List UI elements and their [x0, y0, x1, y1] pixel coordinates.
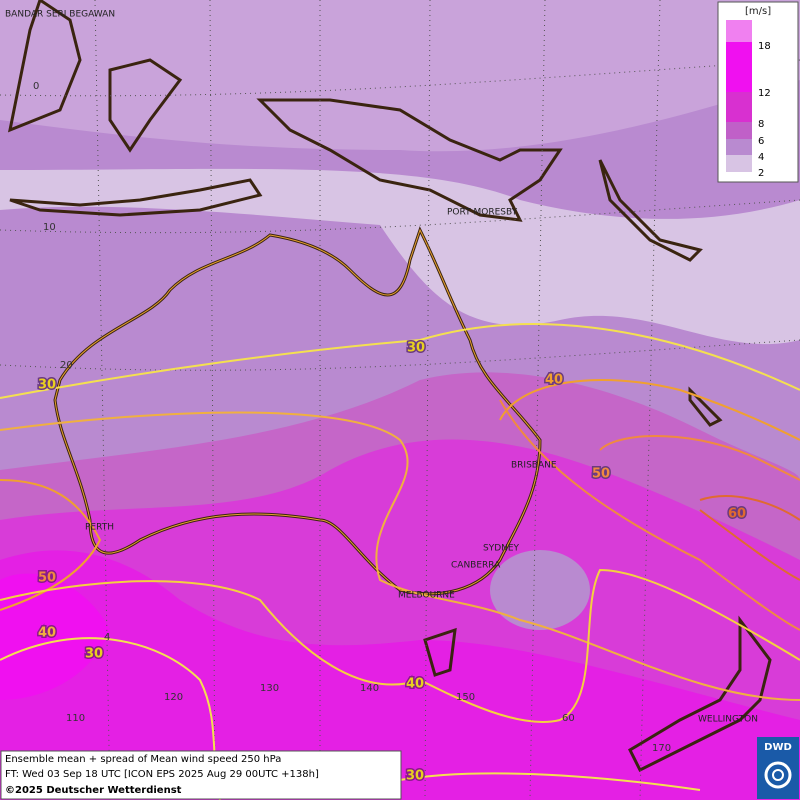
city-label: CANBERRA: [451, 561, 501, 571]
legend-tick: 12: [758, 88, 771, 99]
logo: DWD: [757, 737, 799, 799]
footer-line: ©2025 Deutscher Wetterdienst: [5, 785, 182, 796]
legend-tick: 8: [758, 119, 764, 130]
grid-label: 120: [164, 692, 183, 703]
contour-label: 40: [38, 626, 56, 641]
grid-label: 60: [562, 713, 575, 724]
grid-label: 0: [33, 81, 39, 92]
coastlines: [7, 0, 772, 773]
contour-label: 30: [85, 647, 103, 662]
footer-line: Ensemble mean + spread of Mean wind spee…: [5, 754, 281, 765]
contour-label: 40: [545, 373, 563, 388]
city-label: PERTH: [85, 523, 114, 533]
grid-label: 140: [360, 683, 379, 694]
contour-label: 50: [38, 571, 56, 586]
city-label: MELBOURNE: [398, 591, 455, 601]
legend-tick: 4: [758, 152, 764, 163]
contour-label: 30: [406, 769, 424, 784]
legend-unit: [m/s]: [745, 6, 771, 17]
legend-tick: 2: [758, 168, 764, 179]
legend-tick: 6: [758, 136, 764, 147]
contour-label: 30: [407, 341, 425, 356]
city-label: WELLINGTON: [698, 715, 758, 725]
grid-label: 150: [456, 692, 475, 703]
footer: Ensemble mean + spread of Mean wind spee…: [0, 750, 402, 800]
logo-text: DWD: [764, 742, 792, 753]
contour-label: 50: [592, 467, 610, 482]
city-label: PORT MORESBY: [447, 208, 518, 218]
legend: [m/s] 18 12 8 6 4 2: [717, 1, 799, 183]
contours: [0, 323, 800, 801]
city-label: SYDNEY: [483, 544, 520, 554]
grid-label: 170: [652, 743, 671, 754]
grid-label: 110: [66, 713, 85, 724]
grid-label: 10: [43, 222, 56, 233]
contour-label: 30: [38, 378, 56, 393]
legend-tick: 18: [758, 41, 771, 52]
grid-label: 4: [104, 632, 110, 643]
city-label: BRISBANE: [511, 461, 557, 471]
footer-line: FT: Wed 03 Sep 18 UTC [ICON EPS 2025 Aug…: [5, 769, 319, 780]
city-label: BANDAR SERI BEGAWAN: [5, 10, 115, 20]
grid-label: 130: [260, 683, 279, 694]
grid-label: 20: [60, 360, 73, 371]
contour-label: 40: [406, 677, 424, 692]
contour-label: 60: [728, 507, 746, 522]
